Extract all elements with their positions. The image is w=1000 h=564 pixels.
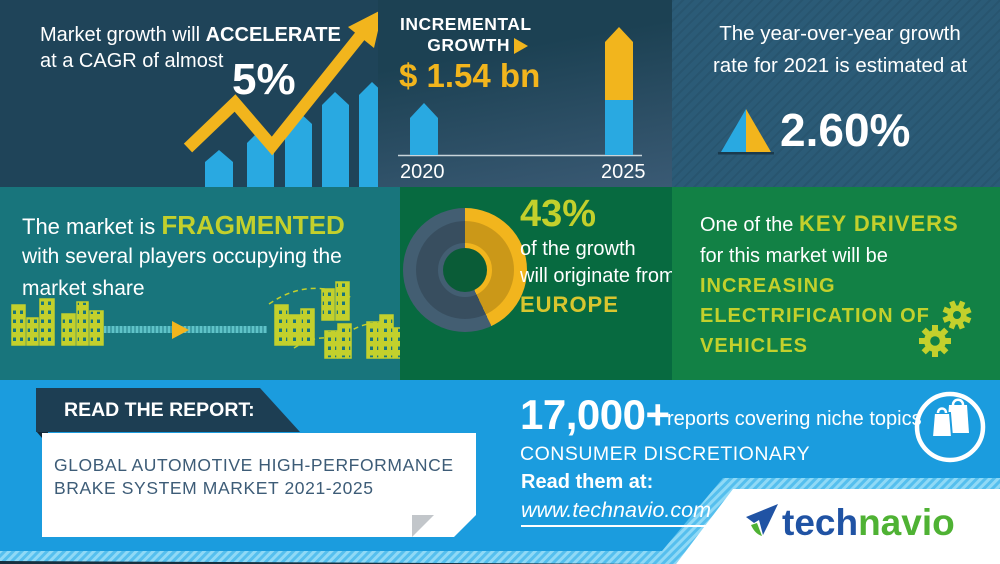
europe-share-value: 43% bbox=[520, 193, 597, 235]
europe-share-donut-chart bbox=[403, 208, 527, 332]
year-start-label: 2020 bbox=[400, 161, 445, 183]
technavio-wordmark: technavio bbox=[782, 502, 955, 543]
year-end-label: 2025 bbox=[601, 161, 646, 183]
drivers-line3: INCREASING bbox=[700, 275, 836, 297]
europe-line2: will originate from bbox=[520, 265, 676, 287]
cagr-value: 5% bbox=[232, 55, 296, 104]
two-tone-triangle-icon bbox=[718, 109, 774, 155]
yoy-value: 2.60% bbox=[780, 104, 911, 156]
play-triangle-icon bbox=[514, 38, 528, 55]
technavio-url-link[interactable]: www.technavio.com bbox=[521, 498, 711, 528]
panel-cagr bbox=[0, 0, 378, 187]
panel-key-drivers bbox=[672, 187, 1000, 380]
report-card[interactable] bbox=[42, 433, 476, 537]
buildings-icon bbox=[11, 281, 400, 359]
cagr-line1: Market growth will ACCELERATE bbox=[40, 24, 341, 46]
yoy-line2: rate for 2021 is estimated at bbox=[712, 54, 968, 77]
fragmented-line2: with several players occupying the bbox=[22, 245, 342, 268]
drivers-line1: One of the KEY DRIVERS bbox=[700, 211, 959, 236]
read-them-at-label: Read them at: bbox=[521, 471, 654, 493]
cagr-line2: at a CAGR of almost bbox=[40, 50, 224, 72]
read-report-label: READ THE REPORT: bbox=[64, 399, 255, 421]
fragmented-line1: The market is FRAGMENTED bbox=[22, 210, 345, 240]
drivers-line4: ELECTRIFICATION OF bbox=[700, 305, 930, 327]
europe-line1: of the growth bbox=[520, 238, 636, 260]
yoy-line1: The year-over-year growth bbox=[719, 22, 961, 45]
reports-count-desc: reports covering niche topics bbox=[667, 408, 922, 430]
panel-fragmented bbox=[0, 187, 400, 380]
report-title-line2: BRAKE SYSTEM MARKET 2021-2025 bbox=[54, 478, 374, 498]
donut-hole bbox=[443, 248, 487, 292]
reports-count: 17,000+ bbox=[520, 391, 670, 438]
incremental-value: $ 1.54 bn bbox=[399, 57, 541, 94]
logo-area bbox=[676, 489, 1000, 564]
europe-region-label: EUROPE bbox=[520, 292, 619, 317]
shopping-bags-icon bbox=[914, 391, 986, 463]
incremental-title-2: GROWTH bbox=[400, 35, 528, 56]
technavio-logo-icon bbox=[746, 504, 778, 536]
footer-decoration bbox=[0, 478, 1000, 564]
drivers-line2: for this market will be bbox=[700, 245, 888, 267]
read-report-banner bbox=[36, 388, 300, 432]
fragmented-line3: market share bbox=[22, 277, 145, 300]
report-title-line1: GLOBAL AUTOMOTIVE HIGH-PERFORMANCE bbox=[54, 455, 454, 475]
incremental-title-1: INCREMENTAL bbox=[400, 14, 532, 34]
panel-yoy-growth bbox=[672, 0, 1000, 187]
growth-arrow-chart-icon bbox=[183, 11, 378, 187]
incremental-growth-bar-chart bbox=[398, 27, 642, 157]
drivers-line5: VEHICLES bbox=[700, 335, 809, 357]
category-label: CONSUMER DISCRETIONARY bbox=[520, 443, 811, 465]
panel-incremental-growth bbox=[378, 0, 672, 187]
gears-icon bbox=[919, 300, 972, 357]
